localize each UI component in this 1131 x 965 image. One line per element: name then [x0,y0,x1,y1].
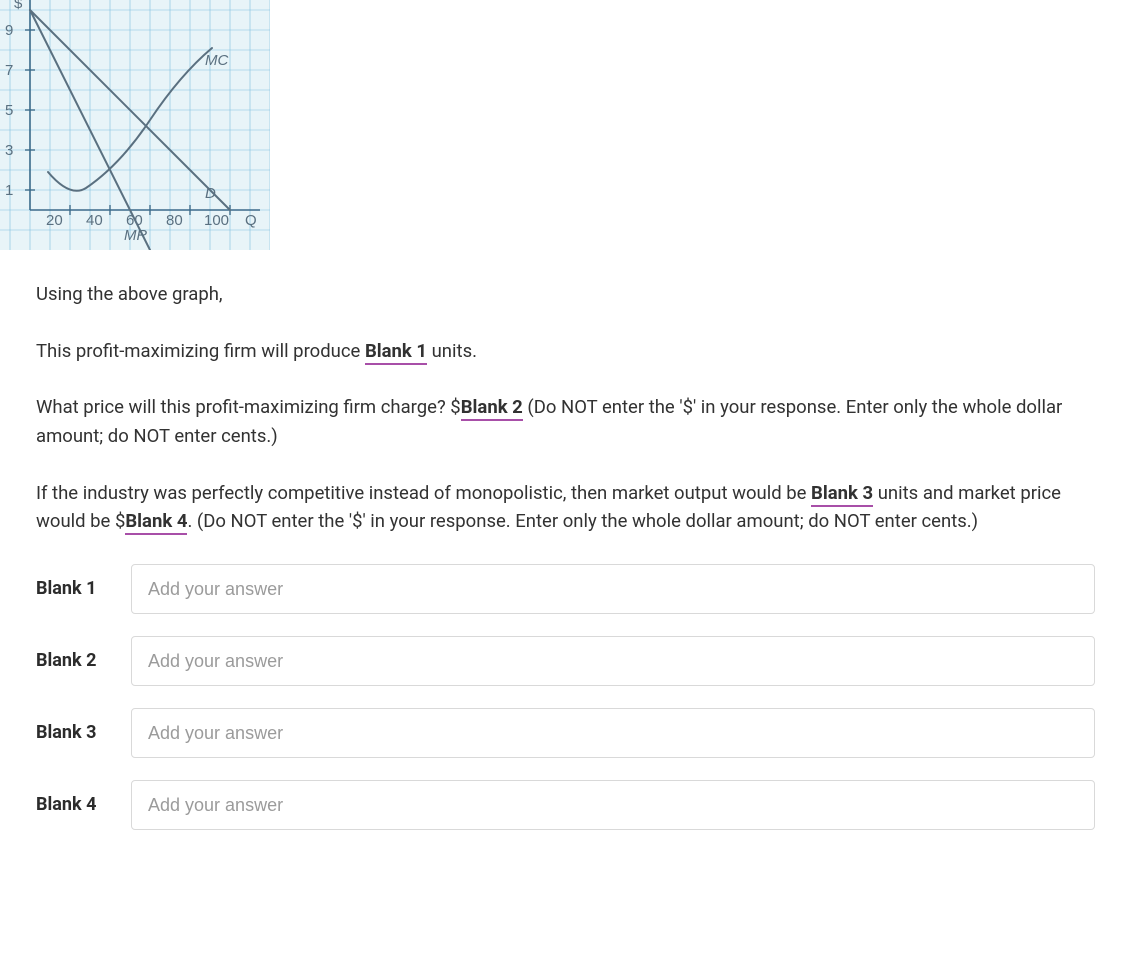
question-body: Using the above graph, This profit-maxim… [0,280,1131,882]
x-axis-label: Q [245,212,257,229]
intro-text: Using the above graph, [36,280,1095,309]
answer-row-4: Blank 4 [36,780,1095,830]
x-tick-40: 40 [86,212,103,229]
y-tick-1: 1 [5,182,13,199]
x-tick-100: 100 [204,212,229,229]
answer-row-2: Blank 2 [36,636,1095,686]
answer-label-3: Blank 3 [36,719,131,747]
y-tick-7: 7 [5,62,13,79]
q1-post: units. [427,340,477,362]
blank-2-ref: Blank 2 [461,396,523,421]
question-1: This profit-maximizing firm will produce… [36,337,1095,366]
q3-post: . (Do NOT enter the '$' in your response… [187,510,978,532]
question-3: If the industry was perfectly competitiv… [36,479,1095,536]
answer-label-1: Blank 1 [36,575,131,603]
q3-pre: If the industry was perfectly competitiv… [36,482,811,504]
answer-input-3[interactable] [131,708,1095,758]
answer-label-2: Blank 2 [36,647,131,675]
y-tick-5: 5 [5,102,13,119]
economics-graph: $ 9 7 5 3 1 20 40 60 80 100 Q MC D MR [0,0,270,250]
answer-input-1[interactable] [131,564,1095,614]
answer-row-3: Blank 3 [36,708,1095,758]
x-tick-20: 20 [46,212,63,229]
mr-label: MR [124,227,147,244]
x-tick-80: 80 [166,212,183,229]
answer-row-1: Blank 1 [36,564,1095,614]
q1-pre: This profit-maximizing firm will produce [36,340,365,362]
blank-3-ref: Blank 3 [811,482,873,507]
d-label: D [205,185,216,202]
answer-label-4: Blank 4 [36,791,131,819]
y-axis-label: $ [14,0,23,12]
q2-pre: What price will this profit-maximizing f… [36,396,461,418]
answer-input-4[interactable] [131,780,1095,830]
mc-label: MC [205,52,228,69]
y-tick-9: 9 [5,22,13,39]
blank-1-ref: Blank 1 [365,340,427,365]
y-tick-3: 3 [5,142,13,159]
blank-4-ref: Blank 4 [125,510,187,535]
question-2: What price will this profit-maximizing f… [36,393,1095,450]
answer-input-2[interactable] [131,636,1095,686]
